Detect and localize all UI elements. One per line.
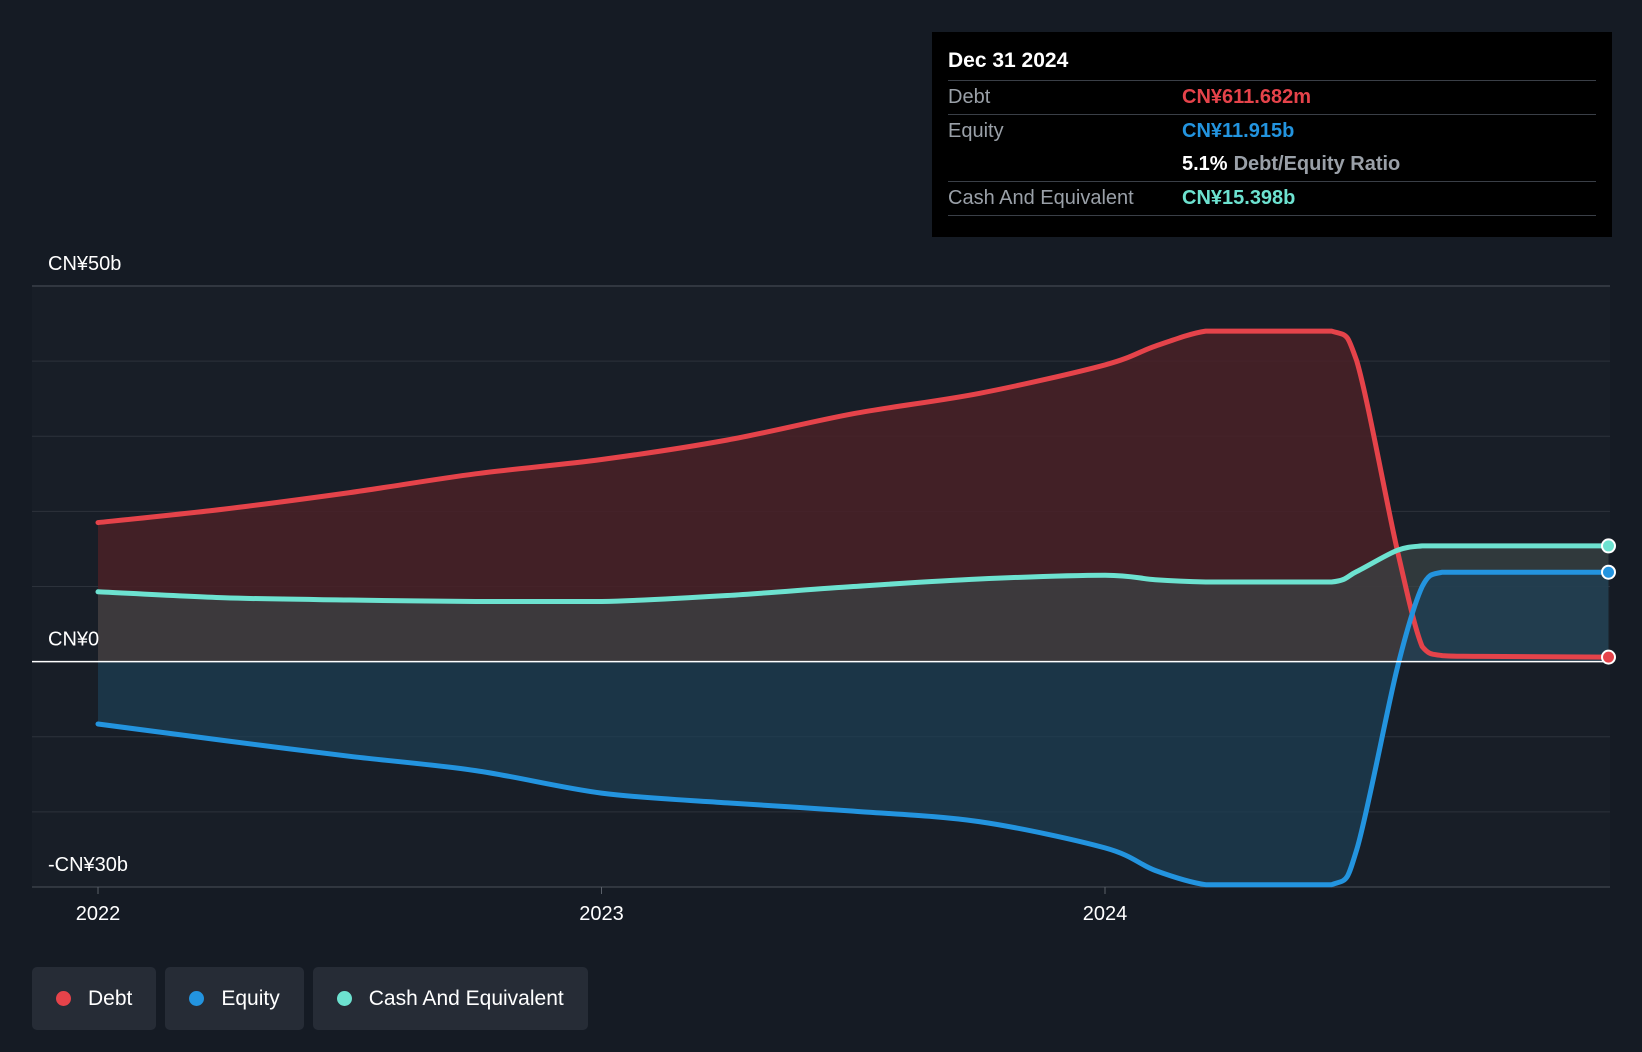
tooltip-debt-label: Debt	[948, 86, 991, 108]
x-tick-label: 2022	[76, 903, 121, 925]
tooltip-row-cash: Cash And Equivalent CN¥15.398b	[948, 182, 1596, 216]
y-tick-label: -CN¥30b	[48, 854, 128, 876]
tooltip-cash-label: Cash And Equivalent	[948, 187, 1134, 209]
legend-item-cash[interactable]: Cash And Equivalent	[312, 967, 588, 1030]
y-axis-labels: CN¥50b CN¥0 -CN¥30b	[48, 253, 128, 876]
area-equity	[98, 572, 1609, 885]
y-tick-label: CN¥50b	[48, 253, 121, 275]
tooltip-ratio-value: 5.1%	[1182, 153, 1228, 175]
tooltip-panel: Dec 31 2024 Debt CN¥611.682m Equity CN¥1…	[932, 32, 1612, 237]
tooltip-date: Dec 31 2024	[948, 46, 1596, 81]
legend-label-equity: Equity	[221, 986, 280, 1010]
end-marker-debt	[1601, 649, 1616, 665]
series-areas	[98, 331, 1609, 885]
x-axis-labels: 2022 2023 2024	[76, 887, 1128, 925]
tooltip-ratio-label: Debt/Equity Ratio	[1233, 153, 1401, 175]
legend-label-debt: Debt	[88, 986, 133, 1010]
area-debt	[98, 331, 1609, 662]
x-tick-label: 2023	[579, 903, 624, 925]
equity-dot-icon	[189, 991, 205, 1006]
line-debt	[95, 328, 1611, 660]
legend-item-debt[interactable]: Debt	[32, 967, 157, 1030]
tooltip-row-debt: Debt CN¥611.682m	[948, 81, 1596, 115]
tooltip-cash-value: CN¥15.398b	[1182, 187, 1296, 209]
tooltip-debt-value: CN¥611.682m	[1182, 86, 1311, 108]
series-lines	[95, 328, 1611, 888]
tooltip-row-ratio: 5.1% Debt/Equity Ratio	[948, 148, 1596, 182]
x-tick-label: 2024	[1083, 903, 1128, 925]
tooltip-equity-label: Equity	[948, 120, 1004, 142]
y-tick-label: CN¥0	[48, 629, 99, 651]
legend-label-cash: Cash And Equivalent	[368, 986, 564, 1010]
series-end-markers	[1601, 538, 1616, 665]
debt-dot-icon	[56, 991, 71, 1006]
end-marker-cash	[1601, 538, 1616, 554]
tooltip-row-equity: Equity CN¥11.915b	[948, 115, 1596, 148]
legend: Debt Equity Cash And Equivalent	[32, 967, 588, 1030]
area-cash	[98, 545, 1609, 662]
legend-item-equity[interactable]: Equity	[165, 967, 304, 1030]
line-cash	[95, 543, 1611, 605]
cash-dot-icon	[336, 991, 352, 1006]
tooltip-equity-value: CN¥11.915b	[1182, 120, 1295, 142]
end-marker-equity	[1601, 564, 1616, 580]
line-equity	[95, 569, 1611, 888]
